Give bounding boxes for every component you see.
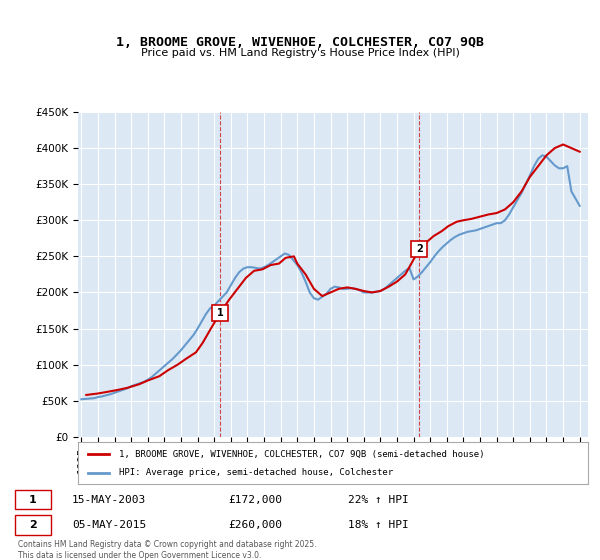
FancyBboxPatch shape — [15, 515, 51, 535]
Text: 22% ↑ HPI: 22% ↑ HPI — [348, 495, 409, 505]
Text: 1: 1 — [217, 307, 224, 318]
Text: 05-MAY-2015: 05-MAY-2015 — [72, 520, 146, 530]
Text: Contains HM Land Registry data © Crown copyright and database right 2025.
This d: Contains HM Land Registry data © Crown c… — [18, 540, 317, 559]
Text: 1: 1 — [29, 495, 37, 505]
Text: 2: 2 — [416, 244, 423, 254]
Text: 1, BROOME GROVE, WIVENHOE, COLCHESTER, CO7 9QB (semi-detached house): 1, BROOME GROVE, WIVENHOE, COLCHESTER, C… — [119, 450, 484, 459]
Text: 15-MAY-2003: 15-MAY-2003 — [72, 495, 146, 505]
FancyBboxPatch shape — [15, 490, 51, 510]
Text: HPI: Average price, semi-detached house, Colchester: HPI: Average price, semi-detached house,… — [119, 468, 393, 477]
Text: £260,000: £260,000 — [228, 520, 282, 530]
Text: 18% ↑ HPI: 18% ↑ HPI — [348, 520, 409, 530]
Text: Price paid vs. HM Land Registry's House Price Index (HPI): Price paid vs. HM Land Registry's House … — [140, 48, 460, 58]
Text: £172,000: £172,000 — [228, 495, 282, 505]
Text: 1, BROOME GROVE, WIVENHOE, COLCHESTER, CO7 9QB: 1, BROOME GROVE, WIVENHOE, COLCHESTER, C… — [116, 35, 484, 49]
Text: 2: 2 — [29, 520, 37, 530]
